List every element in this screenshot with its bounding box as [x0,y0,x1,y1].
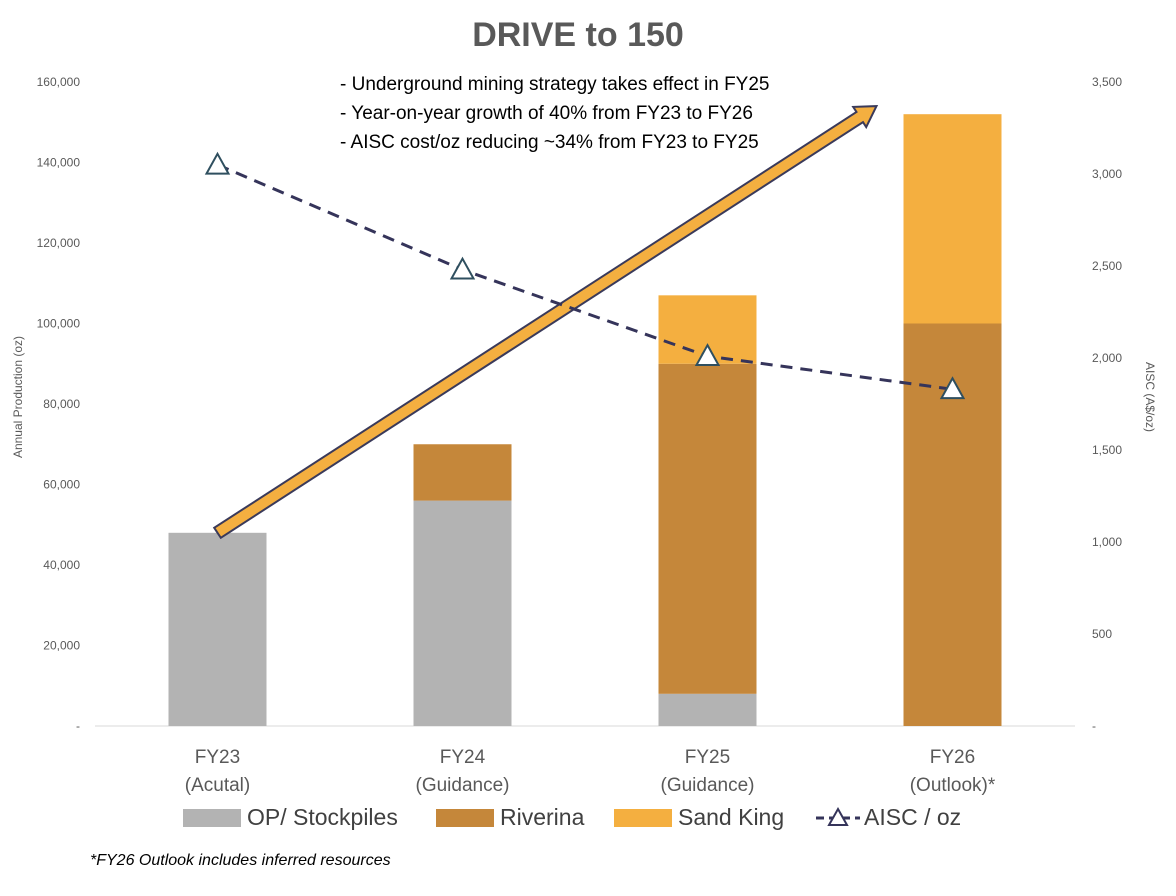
legend-swatch-op-stockpiles [183,808,241,827]
legend-label-sand-king: Sand King [678,804,785,830]
chart-title: DRIVE to 150 [472,16,684,54]
y-tick-label: 120,000 [37,236,81,250]
y2-tick-label: - [1092,719,1096,733]
footnote: *FY26 Outlook includes inferred resource… [90,852,391,869]
aisc-line [216,163,953,391]
legend-swatch-aisc [816,806,860,826]
y2-tick-label: 1,500 [1092,443,1122,457]
y2-tick-label: 2,500 [1092,259,1122,273]
note-3: - AISC cost/oz reducing ~34% from FY23 t… [340,132,759,153]
y2-tick-label: 500 [1092,627,1112,641]
y-tick-label: 140,000 [37,156,81,170]
x-tick-label: FY26 [930,747,975,768]
bar-op-stockpiles [168,532,267,726]
x-tick-label: FY24 [440,747,486,768]
bar-op-stockpiles [413,500,512,726]
y-tick-label: 160,000 [37,75,81,89]
x-tick-label: (Guidance) [661,775,755,796]
aisc-point [939,376,966,400]
y2-tick-label: 1,000 [1092,535,1122,549]
legend-item-op-stockpiles: OP/ Stockpiles [183,804,398,831]
legend-swatch-sand-king [614,808,672,827]
bar-op-stockpiles [658,693,757,726]
note-2: - Year-on-year growth of 40% from FY23 t… [340,103,753,124]
legend-item-riverina: Riverina [436,804,584,831]
x-tick-label: (Acutal) [185,775,250,796]
y2-tick-label: 3,500 [1092,75,1122,89]
annotation-notes: - Underground mining strategy takes effe… [340,70,770,157]
x-tick-label: (Outlook)* [910,775,996,796]
y-tick-label: - [76,719,80,733]
legend: OP/ Stockpiles Riverina Sand King AISC /… [0,804,1176,834]
x-tick-label: FY23 [195,747,240,768]
y2-tick-label: 3,000 [1092,167,1122,181]
aisc-point [694,343,721,366]
y-tick-label: 80,000 [43,397,80,411]
y-tick-label: 60,000 [43,478,80,492]
y2-tick-label: 2,000 [1092,351,1122,365]
note-1: - Underground mining strategy takes effe… [340,74,770,95]
aisc-point [204,151,231,175]
y-tick-label: 100,000 [37,317,81,331]
legend-label-op-stockpiles: OP/ Stockpiles [247,804,398,830]
legend-label-aisc: AISC / oz [864,804,962,830]
y-tick-label: 40,000 [43,558,80,572]
growth-arrow [212,105,879,540]
y-tick-label: 20,000 [43,639,80,653]
bar-riverina [413,444,512,501]
x-tick-label: FY25 [685,747,730,768]
legend-item-sand-king: Sand King [614,804,784,831]
bar-riverina [658,363,757,694]
aisc-point [449,256,476,280]
legend-swatch-riverina [436,808,494,827]
x-tick-label: (Guidance) [416,775,510,796]
bar-sand-king [903,114,1002,324]
legend-item-aisc: AISC / oz [816,804,961,831]
legend-label-riverina: Riverina [500,804,585,830]
